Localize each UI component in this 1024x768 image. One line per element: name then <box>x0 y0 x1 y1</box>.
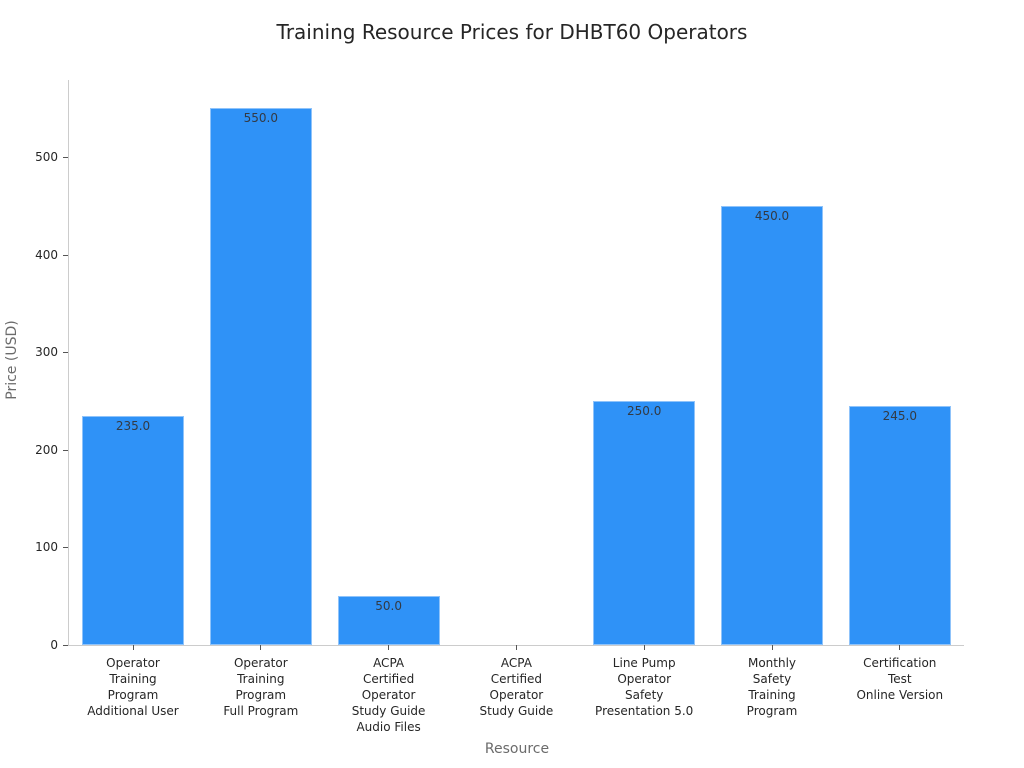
y-axis-label: Price (USD) <box>4 320 20 400</box>
x-tick: Operator Training Program Full Program <box>186 645 336 719</box>
bar-value-label: 50.0 <box>375 599 402 614</box>
x-tick: Monthly Safety Training Program <box>697 645 847 719</box>
y-tick-label: 500 <box>35 150 58 164</box>
bar-value-label: 250.0 <box>627 404 662 418</box>
x-tick-label: Line Pump Operator Safety Presentation 5.0 <box>595 656 694 718</box>
x-tick: Line Pump Operator Safety Presentation 5.0 <box>569 645 719 719</box>
x-tick-mark <box>132 645 134 650</box>
y-axis-line <box>68 80 69 645</box>
y-tick: 400 <box>0 248 68 262</box>
y-tick-label: 400 <box>35 247 58 262</box>
bar-value-label: 235.0 <box>115 418 151 433</box>
x-tick-label: Certification Test Online Version <box>856 656 944 702</box>
x-tick-mark <box>388 645 390 650</box>
y-tick-mark <box>63 157 68 158</box>
y-tick: 500 <box>0 150 68 164</box>
bar: 250.0 <box>593 401 696 645</box>
y-tick-mark <box>63 547 68 549</box>
bar-value-label: 550.0 <box>243 111 278 126</box>
bar: 550.0 <box>209 108 312 645</box>
x-tick-label: Monthly Safety Training Program <box>746 656 798 718</box>
y-tick-mark <box>63 645 68 646</box>
x-tick: ACPA Certified Operator Study Guide <box>441 645 591 719</box>
bar: 450.0 <box>721 205 823 645</box>
y-tick-mark <box>63 254 68 256</box>
x-tick-label: Operator Training Program Additional User <box>87 656 179 718</box>
x-tick: ACPA Certified Operator Study Guide Audio Fi… <box>314 645 464 735</box>
bar: 245.0 <box>848 405 951 645</box>
y-tick: 100 <box>0 540 68 554</box>
x-tick-label: Operator Training Program Full Program <box>223 656 299 718</box>
bar-value-label: 245.0 <box>882 408 917 423</box>
y-tick: 200 <box>0 443 68 457</box>
x-tick-label: ACPA Certified Operator Study Guide <box>479 656 554 718</box>
x-tick-mark <box>643 645 645 650</box>
bar: 235.0 <box>82 415 184 645</box>
x-tick: Operator Training Program Additional User <box>58 645 208 719</box>
x-tick-mark <box>899 645 901 650</box>
bar: 50.0 <box>337 596 440 645</box>
y-tick-label: 100 <box>35 540 58 555</box>
y-tick: 300 <box>0 345 68 359</box>
y-tick-label: 0 <box>50 638 58 652</box>
y-tick: 0 <box>0 638 68 652</box>
x-tick-mark <box>260 645 262 650</box>
y-tick-mark <box>63 449 68 451</box>
x-axis-label: Resource <box>484 741 550 757</box>
bar-value-label: 450.0 <box>754 208 790 223</box>
chart-title: Training Resource Prices for DHBT60 Oper… <box>276 20 748 44</box>
y-tick-label: 200 <box>35 442 58 457</box>
y-tick-label: 300 <box>35 345 58 360</box>
x-tick-mark <box>515 645 517 650</box>
x-tick: Certification Test Online Version <box>825 645 975 703</box>
y-tick-mark <box>63 352 68 354</box>
x-tick-label: ACPA Certified Operator Study Guide Audio Fi… <box>351 656 426 734</box>
x-tick-mark <box>771 645 773 650</box>
